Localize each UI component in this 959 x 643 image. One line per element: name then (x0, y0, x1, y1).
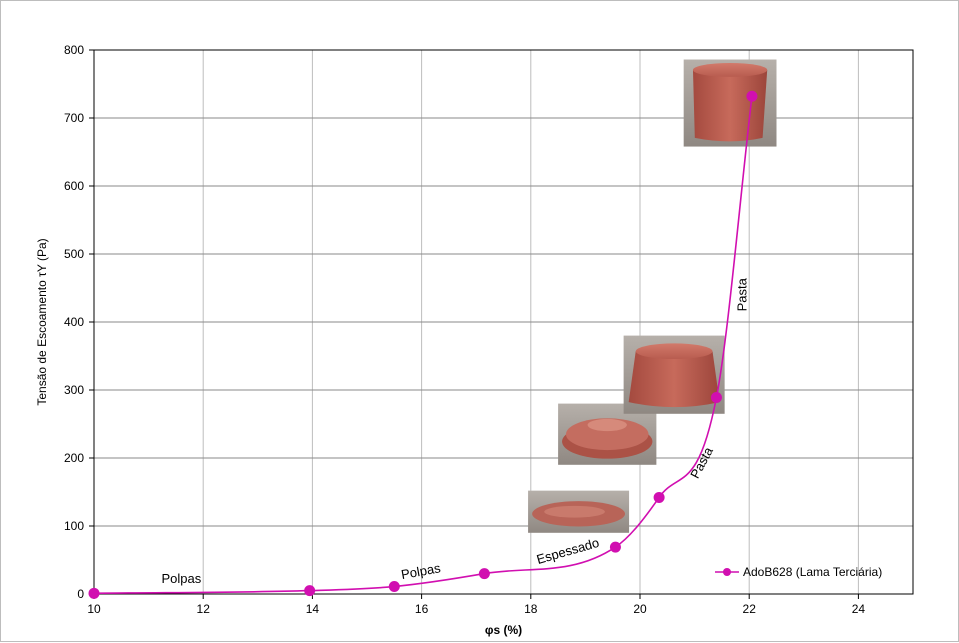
y-tick-label: 400 (64, 315, 84, 329)
region-annotations: Polpas Polpas Espessado Pasta Pasta (161, 277, 749, 586)
x-axis-label: φs (%) (485, 623, 522, 637)
clay-body (692, 69, 768, 142)
gridlines (94, 50, 913, 594)
clay-puddle-top (544, 505, 605, 518)
region-label: Pasta (687, 444, 716, 481)
y-axis-label: Tensão de Escoamento τY (Pa) (35, 238, 49, 405)
y-tick-label: 100 (64, 519, 84, 533)
legend-label: AdoB628 (Lama Terciária) (743, 565, 882, 579)
data-point (304, 585, 316, 597)
y-tick-label: 500 (64, 247, 84, 261)
data-point (88, 587, 100, 599)
region-label: Polpas (161, 571, 201, 586)
data-point (388, 581, 400, 593)
clay-top (692, 63, 768, 77)
region-label: Pasta (734, 277, 749, 311)
y-tick-label: 200 (64, 451, 84, 465)
x-tick-label: 22 (743, 602, 757, 616)
x-tick-label: 24 (852, 602, 866, 616)
sample-photos (528, 59, 777, 533)
clay-top (587, 418, 627, 432)
clay-top (635, 343, 713, 360)
y-tick-label: 700 (64, 111, 84, 125)
data-point (710, 391, 722, 403)
series-points (88, 90, 758, 599)
legend: AdoB628 (Lama Terciária) (715, 565, 882, 579)
x-tick-label: 14 (306, 602, 320, 616)
x-tick-label: 10 (87, 602, 101, 616)
x-tick-label: 18 (524, 602, 538, 616)
clay-body (628, 351, 720, 408)
region-label: Espessado (535, 535, 601, 567)
y-tick-label: 800 (64, 43, 84, 57)
y-axis-ticks: 0 100 200 300 400 500 600 700 800 (64, 43, 94, 601)
x-tick-label: 20 (633, 602, 647, 616)
data-point (609, 541, 621, 553)
y-tick-label: 600 (64, 179, 84, 193)
clay-dome (565, 418, 649, 451)
x-tick-label: 12 (197, 602, 211, 616)
data-point (478, 568, 490, 580)
sample-photo-espessado (528, 490, 630, 533)
sample-photo-pasta-high (683, 59, 777, 147)
x-axis-ticks: 10 12 14 16 18 20 22 24 (87, 594, 865, 616)
sample-photo-pasta-low (558, 403, 657, 465)
y-tick-label: 0 (77, 587, 84, 601)
data-point (653, 491, 665, 503)
y-tick-label: 300 (64, 383, 84, 397)
data-point (746, 90, 758, 102)
x-tick-label: 16 (415, 602, 429, 616)
sample-photo-pasta-mid (623, 335, 725, 414)
legend-marker (723, 568, 731, 576)
region-label: Polpas (400, 560, 442, 582)
